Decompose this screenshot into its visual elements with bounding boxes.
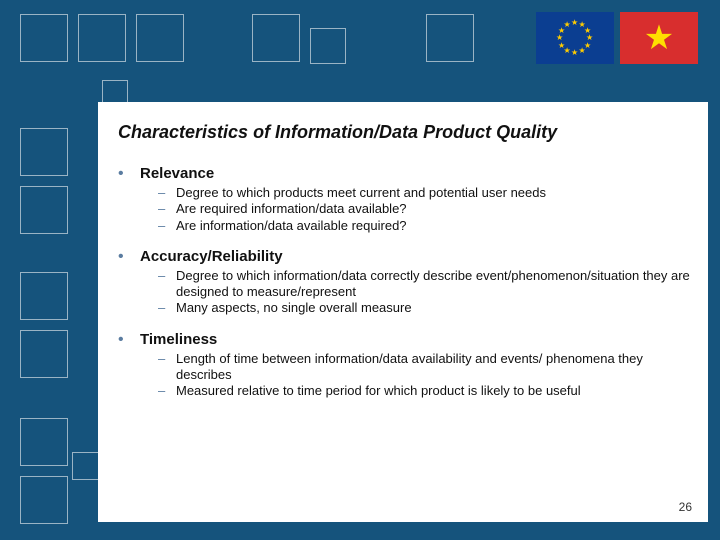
sub-list: –Degree to which information/data correc… [158, 268, 690, 317]
deco-square [136, 14, 184, 62]
sub-item-text: Degree to which products meet current an… [176, 185, 546, 201]
deco-square [72, 452, 100, 480]
bullet-dot-icon: • [118, 248, 140, 266]
sub-item: –Are information/data available required… [158, 218, 690, 234]
dash-icon: – [158, 185, 176, 201]
sub-item: –Degree to which products meet current a… [158, 185, 690, 201]
dash-icon: – [158, 201, 176, 217]
sub-item: –Many aspects, no single overall measure [158, 300, 690, 316]
bullet-heading: Timeliness [140, 331, 217, 348]
eu-flag: ★★★★★★★★★★★★ [536, 12, 614, 64]
star-icon: ★ [558, 42, 565, 50]
star-icon: ★ [556, 34, 563, 42]
sub-item-text: Degree to which information/data correct… [176, 268, 690, 301]
deco-square [426, 14, 474, 62]
sub-item-text: Measured relative to time period for whi… [176, 383, 581, 399]
bullet-item: •Timeliness [118, 331, 690, 349]
sub-item-text: Are information/data available required? [176, 218, 407, 234]
deco-square [20, 330, 68, 378]
dash-icon: – [158, 268, 176, 284]
deco-square [20, 476, 68, 524]
deco-square [20, 418, 68, 466]
star-icon: ★ [644, 21, 674, 55]
sub-item-text: Are required information/data available? [176, 201, 407, 217]
dash-icon: – [158, 351, 176, 367]
deco-square [20, 14, 68, 62]
dash-icon: – [158, 383, 176, 399]
star-icon: ★ [564, 21, 571, 29]
bullet-heading: Relevance [140, 165, 214, 182]
vietnam-flag: ★ [620, 12, 698, 64]
bullet-heading: Accuracy/Reliability [140, 248, 283, 265]
star-icon: ★ [571, 19, 578, 27]
content-panel: Characteristics of Information/Data Prod… [98, 102, 708, 522]
bullet-dot-icon: • [118, 165, 140, 183]
deco-square [252, 14, 300, 62]
sub-item: –Length of time between information/data… [158, 351, 690, 384]
sub-item-text: Many aspects, no single overall measure [176, 300, 412, 316]
sub-item: –Degree to which information/data correc… [158, 268, 690, 301]
bullet-dot-icon: • [118, 331, 140, 349]
star-icon: ★ [571, 49, 578, 57]
sub-item: –Are required information/data available… [158, 201, 690, 217]
sub-item: –Measured relative to time period for wh… [158, 383, 690, 399]
sub-list: –Length of time between information/data… [158, 351, 690, 400]
bullet-sections: •Relevance–Degree to which products meet… [118, 165, 690, 399]
deco-square [20, 186, 68, 234]
deco-square [20, 272, 68, 320]
deco-square [20, 128, 68, 176]
bullet-item: •Relevance [118, 165, 690, 183]
sub-item-text: Length of time between information/data … [176, 351, 690, 384]
dash-icon: – [158, 218, 176, 234]
sub-list: –Degree to which products meet current a… [158, 185, 690, 234]
deco-square [310, 28, 346, 64]
star-icon: ★ [579, 47, 586, 55]
deco-square [78, 14, 126, 62]
bullet-item: •Accuracy/Reliability [118, 248, 690, 266]
dash-icon: – [158, 300, 176, 316]
slide-title: Characteristics of Information/Data Prod… [118, 122, 690, 143]
page-number: 26 [679, 500, 692, 514]
